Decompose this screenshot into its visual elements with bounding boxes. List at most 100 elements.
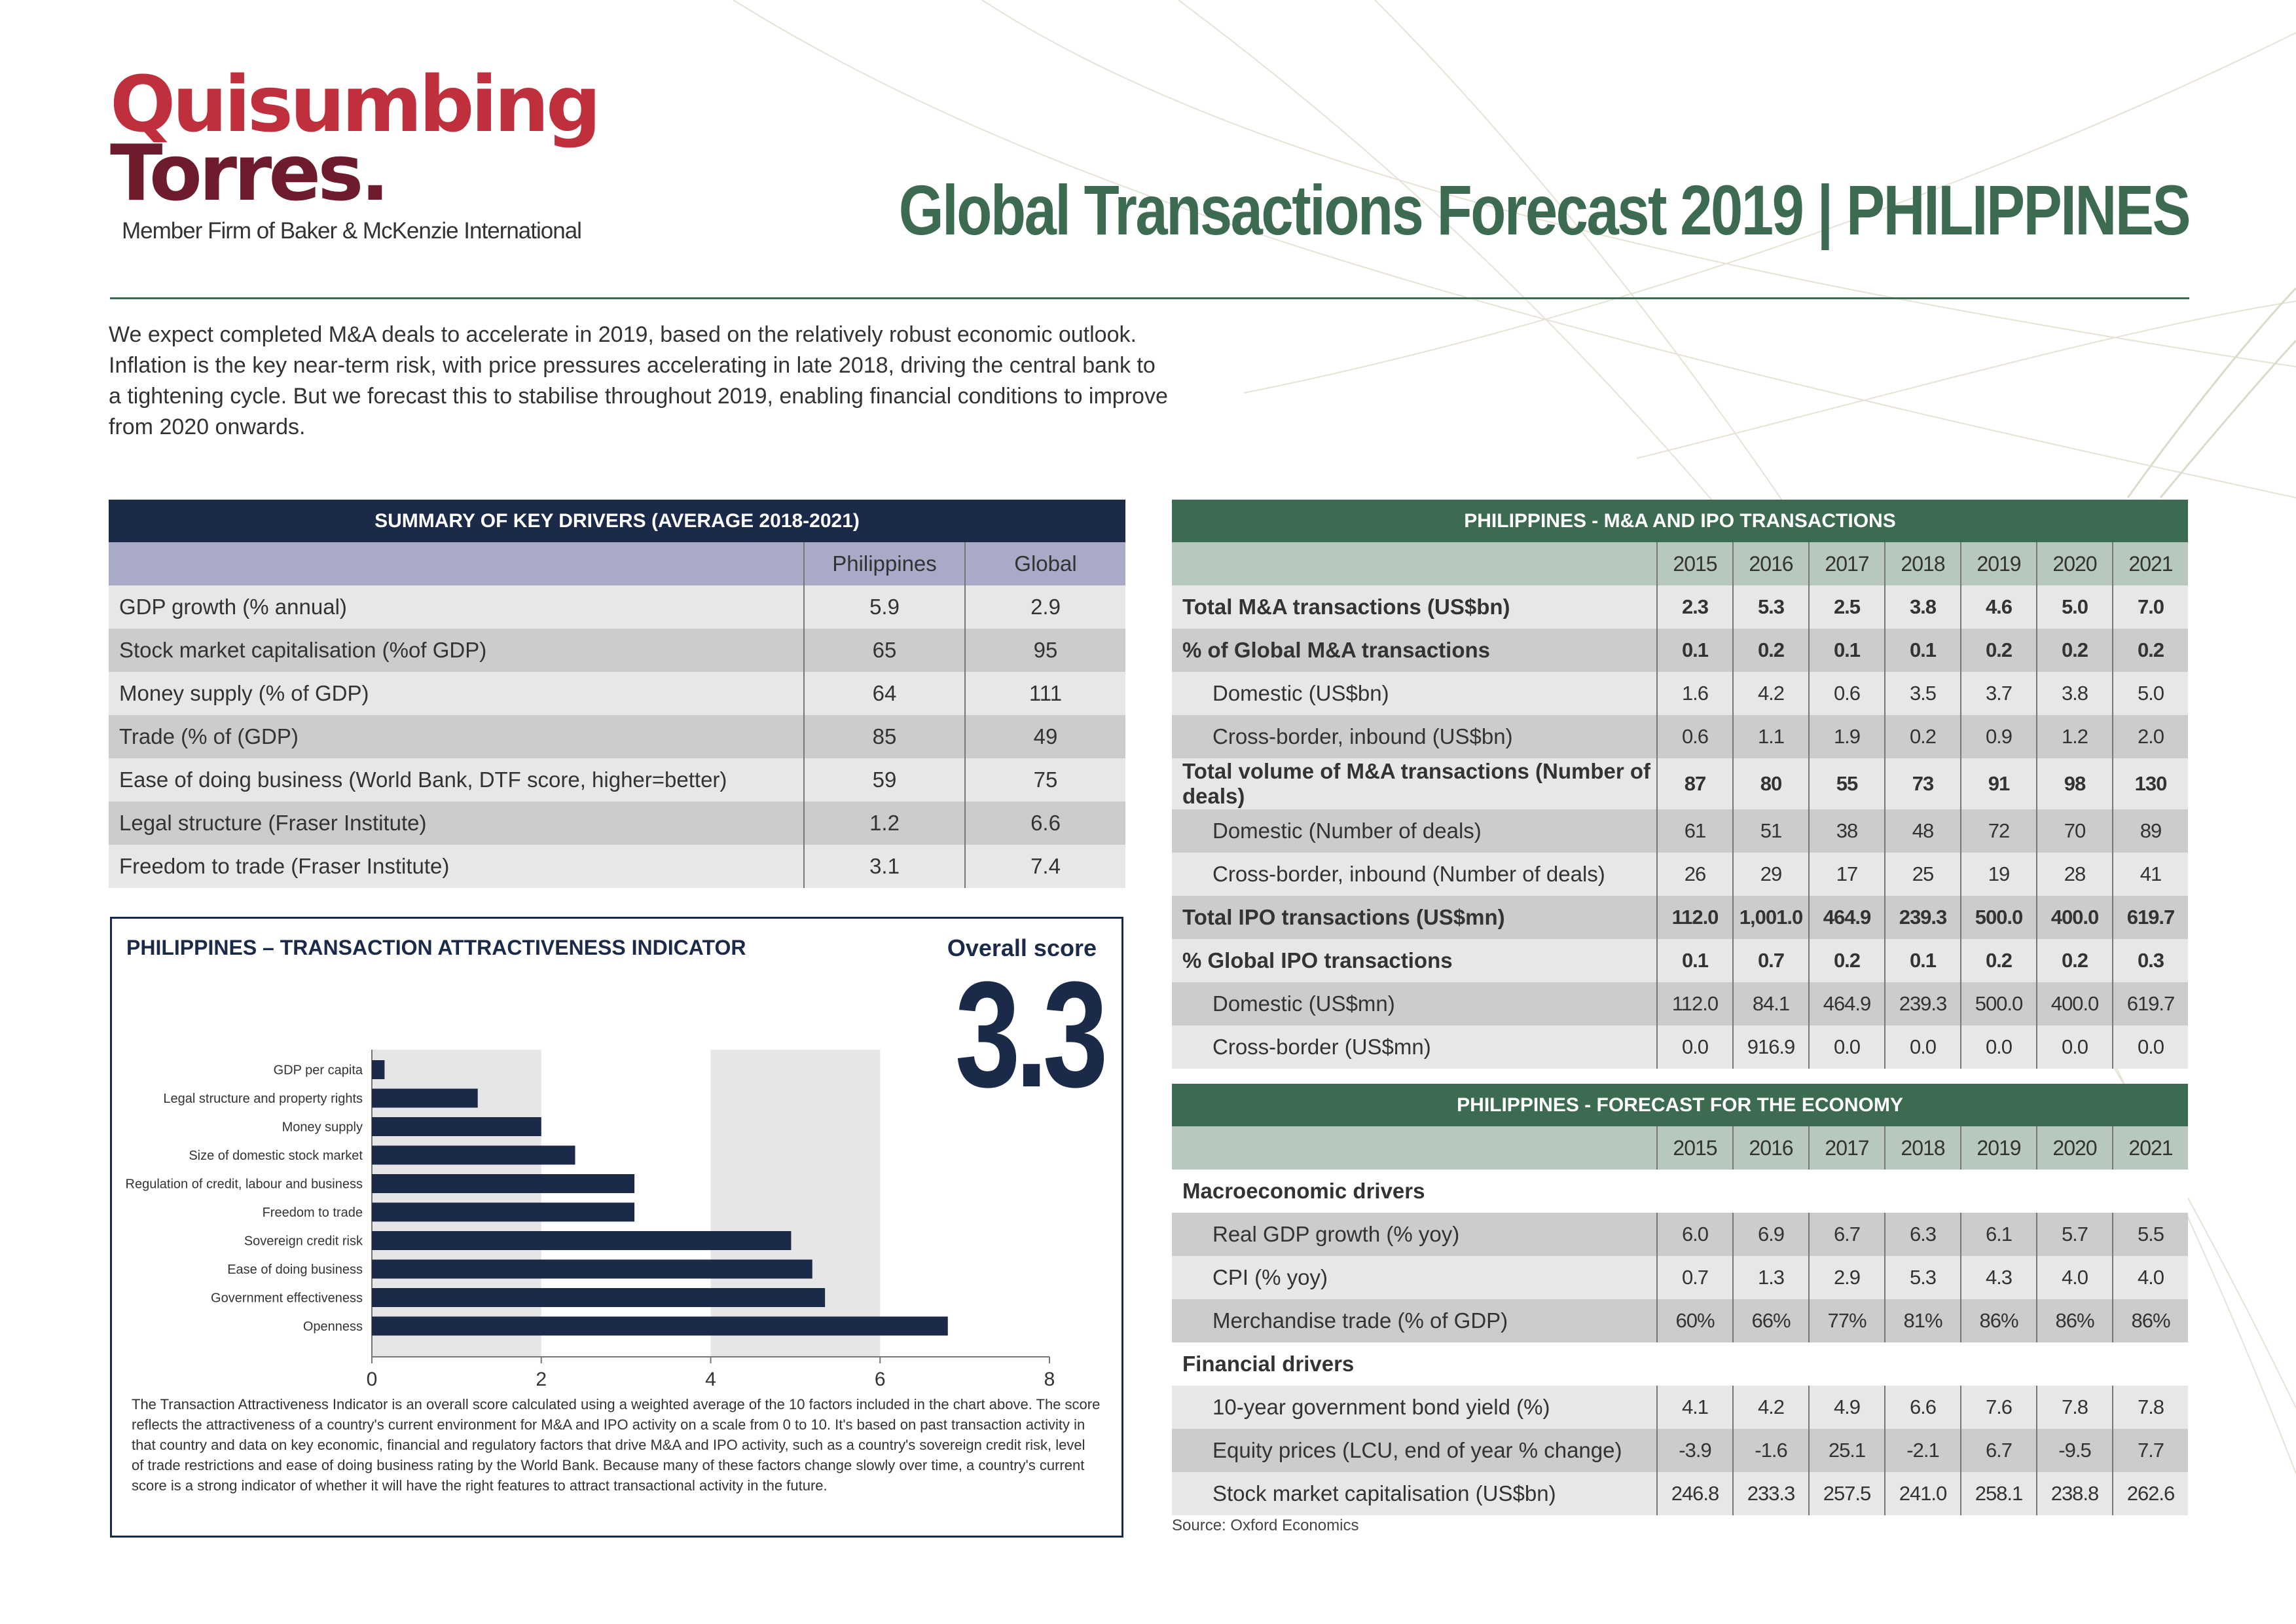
logo-text-line1: Quisumbing: [110, 59, 601, 149]
ma-ipo-cell: 0.0: [2112, 1025, 2188, 1069]
ma-ipo-row: % Global IPO transactions 0.1 0.7 0.2 0.1 0.2…: [1172, 939, 2188, 982]
ma-ipo-row: Total M&A transactions (US$bn) 2.3 5.3 2.5 3…: [1172, 585, 2188, 629]
chart-bar: [372, 1088, 478, 1108]
economy-row-label: Merchandise trade (% of GDP): [1172, 1299, 1657, 1342]
ma-ipo-row-label: Cross-border (US$mn): [1172, 1025, 1657, 1069]
economy-cell: 6.0: [1656, 1213, 1733, 1256]
economy-cell: 66%: [1732, 1299, 1809, 1342]
ma-ipo-row: % of Global M&A transactions 0.1 0.2 0.1 0.1…: [1172, 629, 2188, 672]
ma-ipo-cell: 239.3: [1884, 982, 1961, 1025]
year-header: 2015: [1656, 542, 1733, 585]
key-driver-row: GDP growth (% annual) 5.9 2.9: [109, 585, 1125, 629]
economy-cell: 4.0: [2036, 1256, 2113, 1299]
ma-ipo-cell: 3.8: [2036, 672, 2113, 715]
ma-ipo-cell: 0.2: [1884, 715, 1961, 758]
key-drivers-table: SUMMARY OF KEY DRIVERS (AVERAGE 2018-202…: [109, 500, 1125, 888]
chart-bar: [372, 1145, 575, 1165]
chart-bar: [372, 1117, 541, 1136]
key-driver-row: Freedom to trade (Fraser Institute) 3.1 7.…: [109, 845, 1125, 888]
economy-cell: 2.9: [1808, 1256, 1885, 1299]
key-driver-label: Trade (% of (GDP): [109, 715, 804, 758]
ma-ipo-cell: 26: [1656, 853, 1733, 896]
year-header: 2017: [1808, 1126, 1885, 1170]
chart-x-tick-label: 8: [1044, 1369, 1055, 1390]
ma-ipo-cell: 0.1: [1884, 629, 1961, 672]
key-driver-global-value: 111: [964, 672, 1125, 715]
ma-ipo-cell: 73: [1884, 758, 1961, 809]
ma-ipo-cell: 500.0: [1960, 896, 2037, 939]
ma-ipo-cell: 5.0: [2036, 585, 2113, 629]
economy-section-row: Macroeconomic drivers: [1172, 1170, 2188, 1213]
chart-x-tick-label: 2: [536, 1369, 547, 1390]
economy-cell: 4.9: [1808, 1386, 1885, 1429]
ma-ipo-cell: 0.0: [1808, 1025, 1885, 1069]
year-header: 2018: [1884, 542, 1961, 585]
ma-ipo-cell: 500.0: [1960, 982, 2037, 1025]
key-driver-row: Money supply (% of GDP) 64 111: [109, 672, 1125, 715]
ma-ipo-cell: 5.0: [2112, 672, 2188, 715]
year-header: 2021: [2112, 1126, 2188, 1170]
economy-cell: 5.3: [1884, 1256, 1961, 1299]
ma-ipo-cell: 239.3: [1884, 896, 1961, 939]
chart-category-label: Freedom to trade: [263, 1206, 363, 1220]
economy-row: 10-year government bond yield (%) 4.1 4.2 4…: [1172, 1386, 2188, 1429]
ma-ipo-cell: 0.7: [1732, 939, 1809, 982]
ma-ipo-cell: 0.2: [1732, 629, 1809, 672]
ma-ipo-cell: 0.2: [1960, 629, 2037, 672]
economy-cell: 25.1: [1808, 1429, 1885, 1472]
economy-cell: -3.9: [1656, 1429, 1733, 1472]
years-header-blank: [1172, 1126, 1657, 1170]
economy-cell: 60%: [1656, 1299, 1733, 1342]
economy-cell: 4.2: [1732, 1386, 1809, 1429]
ma-ipo-cell: 4.6: [1960, 585, 2037, 629]
economy-cell: 4.0: [2112, 1256, 2188, 1299]
ma-ipo-cell: 0.1: [1656, 939, 1733, 982]
ma-ipo-row-label: Cross-border, inbound (US$bn): [1172, 715, 1657, 758]
ma-ipo-row-label: Domestic (US$bn): [1172, 672, 1657, 715]
ma-ipo-row-label: Domestic (Number of deals): [1172, 809, 1657, 853]
ma-ipo-cell: 84.1: [1732, 982, 1809, 1025]
year-header: 2017: [1808, 542, 1885, 585]
title-divider: [110, 297, 2189, 299]
ma-ipo-cell: 48: [1884, 809, 1961, 853]
chart-bar: [372, 1259, 812, 1279]
economy-cell: -2.1: [1884, 1429, 1961, 1472]
ma-ipo-cell: 2.0: [2112, 715, 2188, 758]
ma-ipo-cell: 619.7: [2112, 982, 2188, 1025]
overall-score-label: Overall score: [947, 934, 1097, 961]
ma-ipo-cell: 19: [1960, 853, 2037, 896]
economy-section-row: Financial drivers: [1172, 1342, 2188, 1386]
chart-bar: [372, 1202, 635, 1222]
ma-ipo-row-label: Total M&A transactions (US$bn): [1172, 585, 1657, 629]
economy-cell: 86%: [2036, 1299, 2113, 1342]
economy-cell: 6.3: [1884, 1213, 1961, 1256]
indicator-footnote: The Transaction Attractiveness Indicator…: [132, 1396, 1101, 1494]
ma-ipo-cell: 1.1: [1732, 715, 1809, 758]
chart-x-tick-label: 0: [367, 1369, 378, 1390]
economy-cell: 4.1: [1656, 1386, 1733, 1429]
economy-cell: 6.6: [1884, 1386, 1961, 1429]
economy-cell: 258.1: [1960, 1472, 2037, 1515]
ma-ipo-cell: 17: [1808, 853, 1885, 896]
chart-x-tick-label: 6: [875, 1369, 886, 1390]
ma-ipo-cell: 0.1: [1884, 939, 1961, 982]
key-drivers-title: SUMMARY OF KEY DRIVERS (AVERAGE 2018-202…: [109, 500, 1125, 542]
economy-cell: -1.6: [1732, 1429, 1809, 1472]
chart-category-label: Sovereign credit risk: [244, 1234, 363, 1249]
ma-ipo-cell: 464.9: [1808, 982, 1885, 1025]
economy-cell: 246.8: [1656, 1472, 1733, 1515]
ma-ipo-row-label: Domestic (US$mn): [1172, 982, 1657, 1025]
economy-cell: 6.7: [1960, 1429, 2037, 1472]
ma-ipo-row: Total volume of M&A transactions (Number…: [1172, 758, 2188, 809]
economy-cell: 86%: [1960, 1299, 2037, 1342]
ma-ipo-row: Cross-border, inbound (Number of deals) 2…: [1172, 853, 2188, 896]
chart-category-label: Money supply: [282, 1120, 363, 1135]
ma-ipo-cell: 0.0: [1884, 1025, 1961, 1069]
key-driver-label: Freedom to trade (Fraser Institute): [109, 845, 804, 888]
year-header: 2020: [2036, 1126, 2113, 1170]
economy-forecast-table: PHILIPPINES - FORECAST FOR THE ECONOMY 2…: [1172, 1084, 2188, 1515]
economy-cell: 5.7: [2036, 1213, 2113, 1256]
ma-ipo-row-label: % Global IPO transactions: [1172, 939, 1657, 982]
economy-row: Stock market capitalisation (US$bn) 246.8…: [1172, 1472, 2188, 1515]
ma-ipo-cell: 98: [2036, 758, 2113, 809]
